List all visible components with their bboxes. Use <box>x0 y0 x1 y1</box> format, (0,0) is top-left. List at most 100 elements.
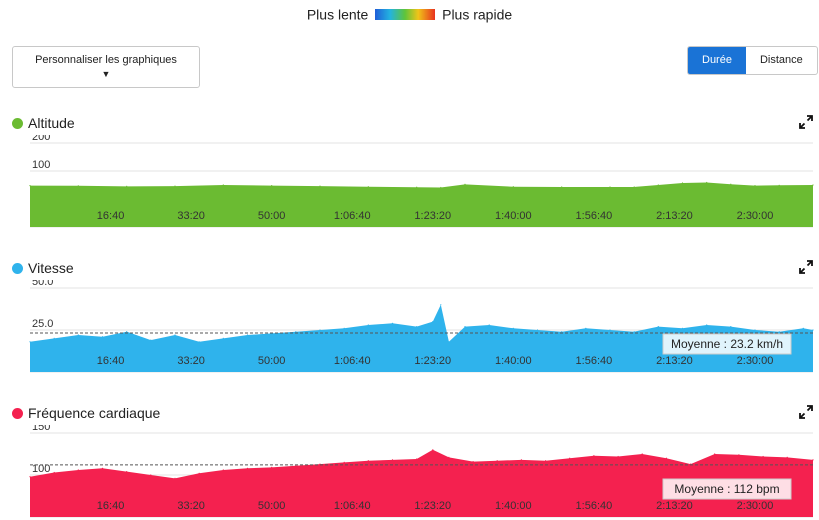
speed-gradient-bar <box>375 8 436 20</box>
data-point <box>641 453 643 455</box>
data-point <box>198 472 200 474</box>
data-point <box>472 461 474 463</box>
y-tick-label: 50.0 <box>32 280 53 288</box>
data-point <box>29 185 31 187</box>
x-tick-label: 1:23:20 <box>414 500 451 512</box>
x-tick-label: 1:06:40 <box>334 355 371 367</box>
series-area <box>30 449 813 517</box>
data-point <box>464 183 466 185</box>
data-point <box>77 469 79 471</box>
data-point <box>101 336 104 338</box>
average-label-box <box>662 478 792 500</box>
altitude-title-text: Altitude <box>28 115 75 131</box>
legend-fast-label: Plus rapide <box>442 6 513 23</box>
data-point <box>754 329 756 331</box>
data-point <box>246 334 249 336</box>
data-point <box>391 322 394 324</box>
x-tick-label: 1:23:20 <box>414 210 451 222</box>
x-tick-label: 33:20 <box>177 355 205 367</box>
data-point <box>440 304 442 306</box>
data-point <box>520 459 523 461</box>
data-point <box>536 329 539 331</box>
data-point <box>512 186 514 188</box>
x-tick-label: 1:56:40 <box>576 500 613 512</box>
x-tick-label: 50:00 <box>258 355 286 367</box>
x-tick-label: 1:56:40 <box>576 210 613 222</box>
data-point <box>786 456 788 458</box>
data-point <box>561 331 563 333</box>
data-point <box>448 341 450 343</box>
data-point <box>319 329 321 331</box>
data-point <box>295 331 297 333</box>
data-point <box>416 186 418 188</box>
x-tick-label: 1:40:00 <box>495 500 532 512</box>
altitude-chart: 2001000-10016:4033:2050:001:06:401:23:20… <box>29 135 814 228</box>
data-point <box>367 186 369 188</box>
toggle-distance-button[interactable]: Distance <box>759 54 803 66</box>
data-point <box>609 329 611 331</box>
expand-altitude-icon[interactable] <box>799 115 813 129</box>
data-point <box>416 326 418 328</box>
x-tick-label: 1:56:40 <box>576 355 613 367</box>
data-point <box>561 186 563 188</box>
series-area <box>30 304 813 372</box>
data-point <box>778 331 780 333</box>
x-tick-label: 2:13:20 <box>656 210 693 222</box>
x-tick-label: 2:30:00 <box>737 355 774 367</box>
toggle-duration-button[interactable]: Durée <box>688 47 746 74</box>
x-tick-label: 2:30:00 <box>737 210 774 222</box>
data-point <box>633 331 635 333</box>
data-point <box>464 326 466 328</box>
data-point <box>319 463 321 465</box>
speed-legend: Plus lente Plus rapide <box>0 5 819 22</box>
data-point <box>246 467 249 469</box>
legend-slow-label: Plus lente <box>306 6 369 23</box>
data-point <box>222 337 224 339</box>
data-point <box>126 331 128 333</box>
y-tick-label: 100 <box>32 463 50 475</box>
data-point <box>569 457 571 459</box>
data-point <box>681 327 684 329</box>
x-tick-label: 2:13:20 <box>656 500 693 512</box>
data-point <box>778 184 780 186</box>
data-point <box>738 454 740 456</box>
expand-heart-rate-icon[interactable] <box>799 405 813 419</box>
speed-chart-title: Vitesse <box>12 260 74 276</box>
data-point <box>609 186 611 188</box>
data-point <box>585 327 587 329</box>
y-tick-label: 100 <box>32 159 50 171</box>
x-tick-label: 33:20 <box>177 500 205 512</box>
data-point <box>319 185 321 187</box>
data-point <box>706 324 708 326</box>
data-point <box>633 186 635 188</box>
expand-speed-icon[interactable] <box>799 260 813 274</box>
data-point <box>29 341 31 343</box>
data-point <box>416 458 418 460</box>
data-point <box>174 185 176 187</box>
data-point <box>762 455 764 458</box>
data-point <box>496 460 498 462</box>
series-area <box>30 182 813 227</box>
x-tick-label: 1:23:20 <box>414 355 451 367</box>
data-point <box>545 460 547 462</box>
data-point <box>150 339 152 341</box>
data-point <box>343 461 345 463</box>
chevron-down-icon: ▼ <box>101 69 111 79</box>
x-tick-label: 1:06:40 <box>334 210 371 222</box>
data-point <box>512 327 514 329</box>
data-point <box>174 477 176 479</box>
data-point <box>657 326 659 328</box>
average-label: Moyenne : 23.2 km/h <box>671 337 783 351</box>
data-point <box>593 455 595 457</box>
customize-charts-button[interactable]: Personnaliser les graphiques ▼ <box>12 46 200 88</box>
heart-rate-series-dot <box>12 408 23 419</box>
x-tick-label: 1:40:00 <box>495 210 532 222</box>
data-point <box>367 324 369 326</box>
x-tick-label: 50:00 <box>258 500 286 512</box>
x-tick-label: 33:20 <box>177 210 205 222</box>
data-point <box>681 182 684 184</box>
x-tick-label: 2:30:00 <box>737 500 774 512</box>
data-point <box>367 460 369 462</box>
speed-series-dot <box>12 263 23 274</box>
data-point <box>271 185 273 187</box>
